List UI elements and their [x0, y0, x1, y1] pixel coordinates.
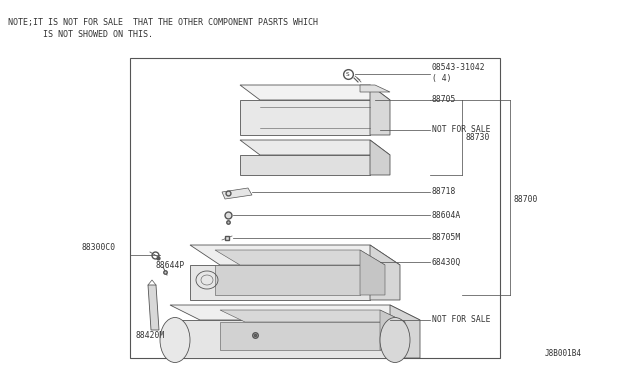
- Ellipse shape: [380, 317, 410, 362]
- Polygon shape: [222, 188, 252, 199]
- Text: 88718: 88718: [432, 187, 456, 196]
- Polygon shape: [190, 245, 400, 265]
- Polygon shape: [190, 265, 370, 300]
- Polygon shape: [390, 305, 420, 358]
- Polygon shape: [240, 85, 390, 100]
- Polygon shape: [215, 250, 385, 265]
- Text: 08543-31042: 08543-31042: [432, 64, 486, 73]
- Text: ( 4): ( 4): [432, 74, 451, 83]
- Text: 88604A: 88604A: [432, 211, 461, 219]
- Polygon shape: [170, 305, 420, 320]
- Polygon shape: [240, 140, 390, 155]
- Polygon shape: [240, 155, 370, 175]
- Text: J8B001B4: J8B001B4: [545, 349, 582, 358]
- Text: S: S: [346, 71, 350, 77]
- Polygon shape: [148, 285, 159, 330]
- Text: 88700: 88700: [513, 196, 538, 205]
- Text: 88730: 88730: [465, 134, 490, 142]
- Polygon shape: [370, 245, 400, 300]
- Text: 88705M: 88705M: [432, 234, 461, 243]
- Polygon shape: [380, 310, 405, 350]
- Text: IS NOT SHOWED ON THIS.: IS NOT SHOWED ON THIS.: [8, 30, 153, 39]
- Ellipse shape: [160, 317, 190, 362]
- Text: 88420M: 88420M: [136, 330, 165, 340]
- Text: 88705: 88705: [432, 96, 456, 105]
- Polygon shape: [220, 310, 405, 322]
- Text: 68430Q: 68430Q: [432, 257, 461, 266]
- Polygon shape: [220, 322, 380, 350]
- Text: 88300C0: 88300C0: [82, 244, 116, 253]
- Polygon shape: [360, 85, 390, 92]
- Text: NOTE;IT IS NOT FOR SALE  THAT THE OTHER COMPONENT PASRTS WHICH: NOTE;IT IS NOT FOR SALE THAT THE OTHER C…: [8, 18, 318, 27]
- Polygon shape: [240, 100, 370, 135]
- Polygon shape: [215, 265, 360, 295]
- Polygon shape: [170, 320, 390, 358]
- Polygon shape: [370, 85, 390, 135]
- Text: NOT FOR SALE: NOT FOR SALE: [432, 125, 490, 135]
- Polygon shape: [370, 140, 390, 175]
- Text: 88644P: 88644P: [155, 260, 184, 269]
- Text: NOT FOR SALE: NOT FOR SALE: [432, 315, 490, 324]
- Polygon shape: [360, 250, 385, 295]
